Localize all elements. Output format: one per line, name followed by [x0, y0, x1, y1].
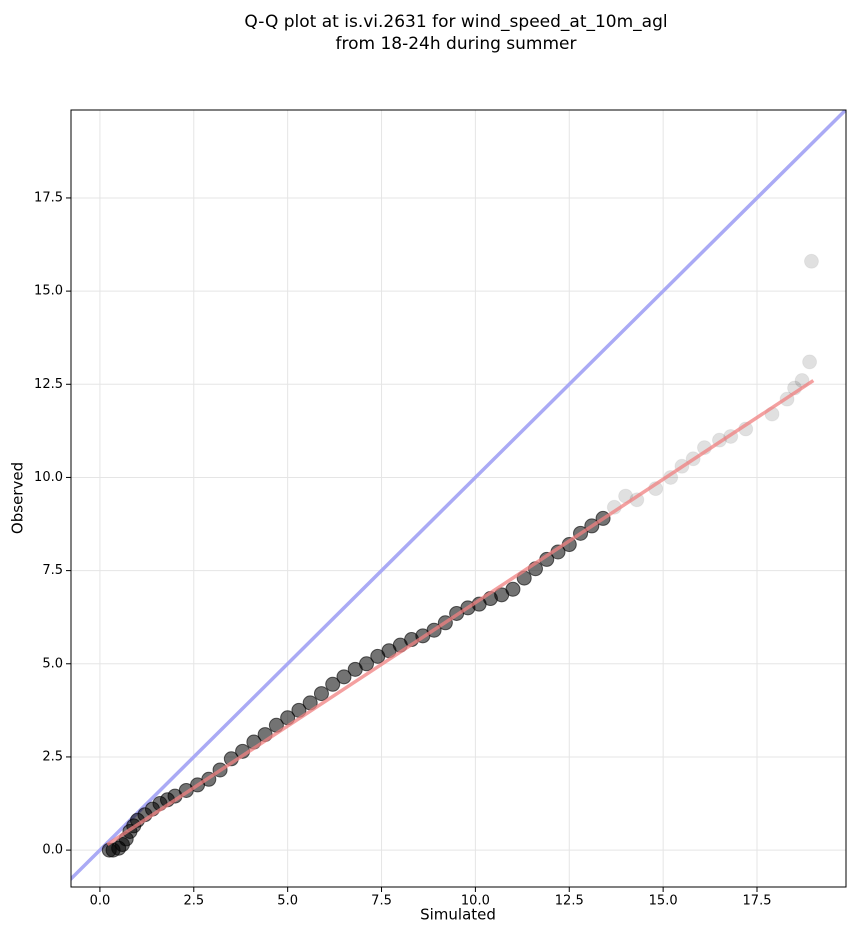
x-tick-label: 10.0 — [461, 894, 490, 909]
y-axis-label: Observed — [9, 462, 27, 534]
y-tick-label: 17.5 — [34, 190, 63, 205]
point — [802, 354, 818, 370]
y-tick-label: 15.0 — [34, 284, 63, 299]
x-tick-label: 12.5 — [555, 894, 584, 909]
x-tick-label: 7.5 — [371, 894, 392, 909]
x-axis-label: Simulated — [420, 906, 496, 924]
y-tick-label: 7.5 — [42, 563, 63, 578]
x-tick-label: 15.0 — [649, 894, 678, 909]
point — [313, 686, 329, 702]
point — [336, 669, 352, 685]
point — [325, 676, 341, 692]
fit-line — [106, 379, 815, 846]
plot-area — [71, 110, 846, 882]
grid — [71, 110, 846, 887]
x-tick-label: 5.0 — [277, 894, 298, 909]
x-tick-label: 17.5 — [743, 894, 772, 909]
y-tick-label: 12.5 — [34, 377, 63, 392]
y-tick-label: 2.5 — [42, 749, 63, 764]
chart-title: Q-Q plot at is.vi.2631 for wind_speed_at… — [244, 12, 667, 32]
y-tick-label: 10.0 — [34, 470, 63, 485]
y-tick-label: 0.0 — [42, 843, 63, 858]
chart-subtitle: from 18-24h during summer — [336, 34, 577, 54]
point — [359, 656, 375, 672]
x-tick-label: 2.5 — [183, 894, 204, 909]
point — [505, 581, 521, 597]
plot-frame — [70, 109, 847, 888]
identity-line — [71, 110, 846, 882]
point — [803, 253, 819, 269]
y-tick-label: 5.0 — [42, 656, 63, 671]
x-tick-label: 0.0 — [90, 894, 111, 909]
